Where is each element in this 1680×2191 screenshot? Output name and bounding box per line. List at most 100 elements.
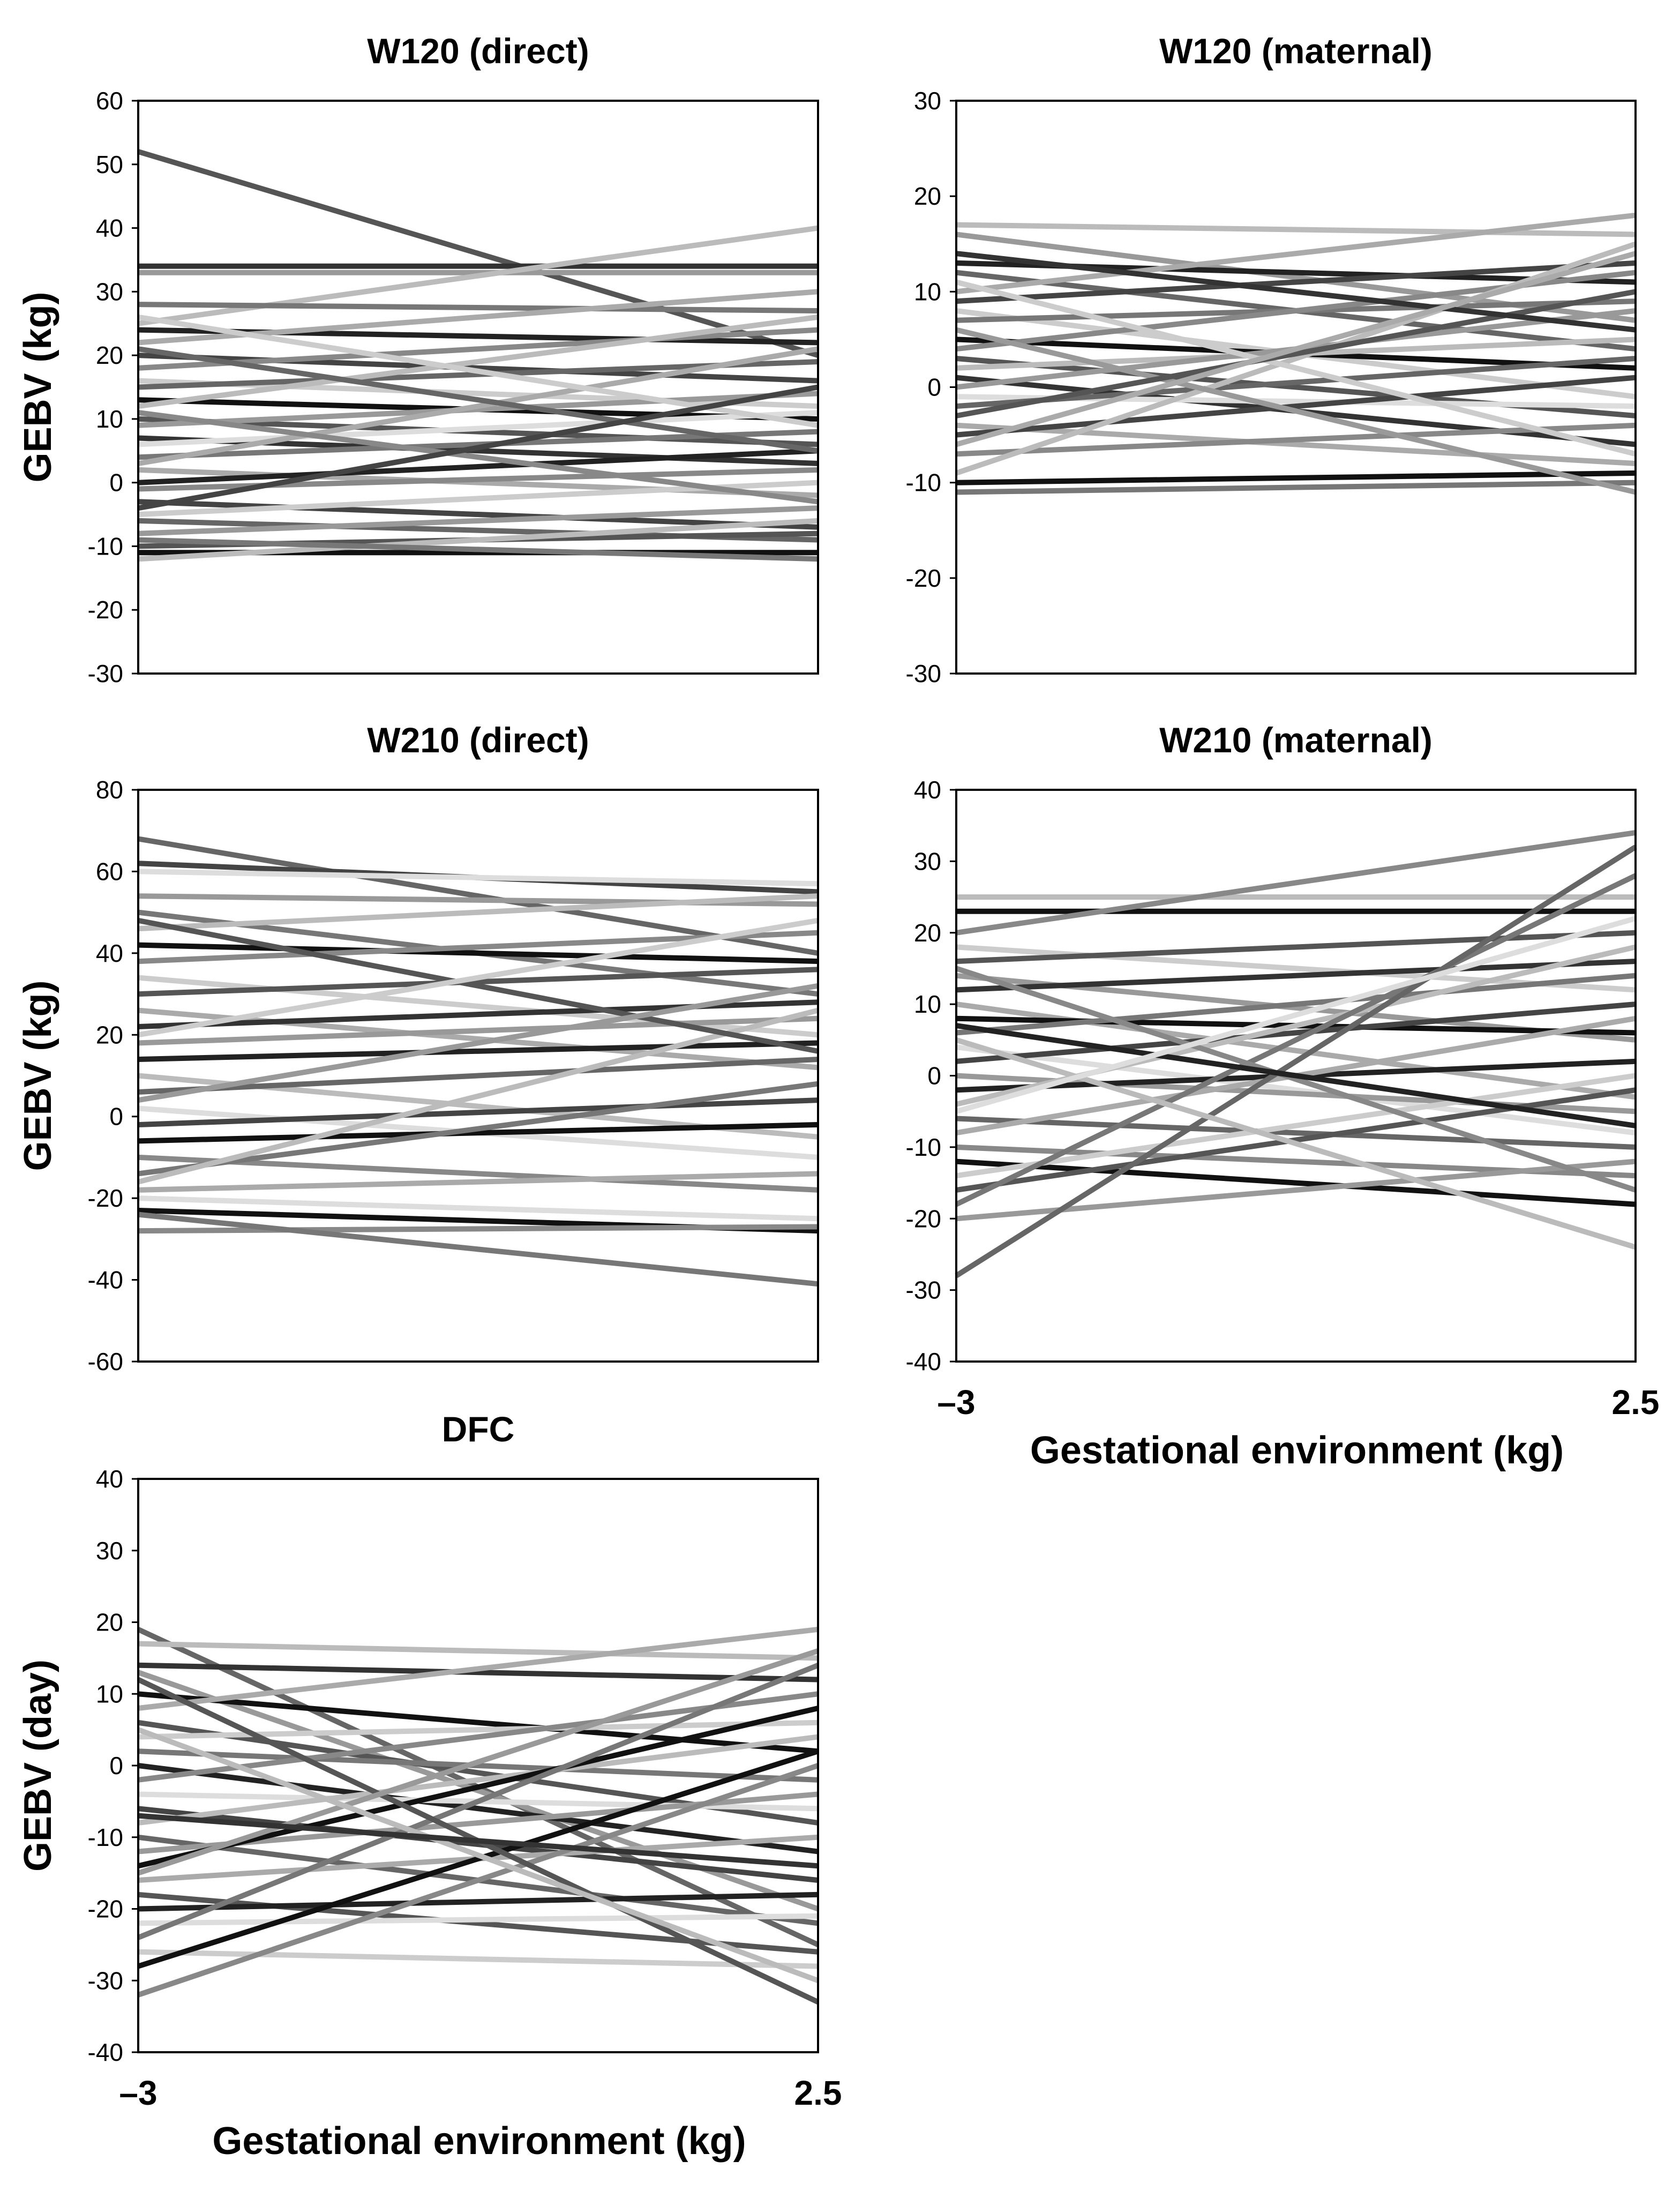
- y-tick-label: -10: [906, 469, 941, 497]
- x-axis-label: Gestational environment (kg): [212, 2120, 746, 2163]
- y-tick-label: 50: [96, 151, 123, 178]
- y-tick-label: -20: [906, 1205, 941, 1232]
- y-tick-label: -20: [88, 1895, 123, 1923]
- plot-frame: [137, 100, 819, 675]
- x-tick-label-start: –3: [937, 1383, 975, 1422]
- series-line-16: [956, 1116, 1636, 1150]
- y-tick-label: 20: [914, 182, 941, 210]
- chart-panel-4: 40 30 20 10 0 -10 -20 -30 -40 W210 (maternal) –3 2.…: [906, 720, 1660, 1472]
- series-line-1: [138, 836, 819, 956]
- series-line-7: [138, 942, 819, 964]
- y-tick-label: -40: [88, 1266, 123, 1294]
- series-line-9: [138, 327, 819, 371]
- series-line-3: [138, 869, 819, 887]
- series-line-28: [137, 1727, 819, 1983]
- series-line-29: [138, 537, 819, 562]
- series-group: [955, 830, 1637, 1278]
- series-line-5: [956, 930, 1636, 964]
- y-tick-label: 0: [927, 373, 941, 401]
- series-line-19: [956, 422, 1636, 457]
- chart-panel-2: 30 20 10 0 -10 -20 -30 W120 (maternal): [906, 31, 1637, 687]
- series-line-27: [955, 251, 1637, 447]
- series-line-21: [138, 1913, 819, 1926]
- series-line-7: [956, 959, 1636, 993]
- series-line-13: [138, 1806, 819, 1883]
- series-line-6: [138, 1626, 819, 1711]
- series-line-22: [955, 241, 1637, 476]
- series-line-23: [955, 327, 1637, 495]
- y-tick-label: -30: [906, 1276, 941, 1304]
- series-line-3: [956, 830, 1636, 936]
- series-line-24: [955, 279, 1637, 457]
- series-line-22: [138, 499, 819, 530]
- series-line-10: [138, 967, 819, 997]
- series-line-13: [138, 314, 819, 409]
- series-line-10: [956, 973, 1636, 1036]
- y-tick-label: 40: [96, 939, 123, 967]
- y-tick-label: 0: [109, 469, 123, 497]
- series-line-34: [138, 384, 819, 511]
- series-line-17: [956, 422, 1636, 466]
- series-line-19: [956, 1158, 1636, 1207]
- series-line-17: [138, 410, 819, 447]
- series-group: [137, 1626, 820, 2005]
- series-group: [137, 149, 819, 562]
- series-line-20: [138, 448, 819, 485]
- series-line-24: [137, 1748, 819, 1969]
- series-line-22: [138, 1171, 819, 1193]
- series-line-26: [955, 966, 1637, 1193]
- y-axis-label: GEBV (day): [17, 1659, 59, 1872]
- y-tick-label: 60: [96, 87, 123, 115]
- series-line-25: [137, 1763, 819, 1998]
- series-line-25: [956, 289, 1636, 418]
- series-line-11: [956, 1044, 1636, 1136]
- y-tick-label: -60: [88, 1348, 123, 1375]
- series-line-16: [138, 1057, 819, 1095]
- y-tick-label: 0: [109, 1752, 123, 1779]
- panels: 60 50 40 30 20 10 0 -10 -20 -30 W120 (direct) GEBV …: [17, 31, 1659, 2163]
- y-tick-label: 80: [96, 776, 123, 804]
- series-line-12: [956, 1001, 1636, 1064]
- y-tick-label: 30: [96, 278, 123, 305]
- y-axis-label: GEBV (kg): [17, 980, 59, 1171]
- series-line-3: [138, 1662, 819, 1682]
- series-line-17: [137, 1706, 819, 1869]
- x-axis-label: Gestational environment (kg): [1030, 1429, 1564, 1472]
- chart-title: W210 (maternal): [1159, 720, 1432, 760]
- chart-title: DFC: [442, 1409, 515, 1449]
- series-line-30: [138, 346, 819, 466]
- y-tick-label: 30: [914, 847, 941, 875]
- series-line-27: [956, 1023, 1636, 1128]
- y-tick-label: -30: [88, 660, 123, 687]
- series-line-13: [138, 1015, 819, 1046]
- y-tick-label: -20: [88, 596, 123, 624]
- series-line-14: [138, 416, 819, 447]
- y-tick-label: 0: [109, 1103, 123, 1131]
- series-line-14: [138, 1040, 819, 1062]
- series-line-20: [956, 470, 1636, 485]
- series-line-5: [956, 212, 1636, 295]
- y-tick-label: 20: [96, 341, 123, 369]
- y-tick-label: -10: [88, 1823, 123, 1851]
- series-line-22: [137, 1663, 819, 1940]
- y-tick-label: -20: [906, 564, 941, 592]
- chart-title: W210 (direct): [367, 720, 589, 760]
- series-line-16: [956, 356, 1636, 409]
- y-tick-label: 10: [914, 278, 941, 305]
- chart-panel-1: 60 50 40 30 20 10 0 -10 -20 -30 W120 (direct) GEBV …: [17, 31, 819, 687]
- series-line-26: [138, 1212, 819, 1287]
- series-line-25: [955, 1037, 1637, 1250]
- y-tick-label: -40: [88, 2038, 123, 2066]
- chart-panel-5: 40 30 20 10 0 -10 -20 -30 -40 DFC GEBV (day) –3 2.5 G…: [17, 1409, 842, 2163]
- series-line-23: [956, 1158, 1636, 1222]
- x-tick-label-start: –3: [119, 2074, 157, 2112]
- series-group: [955, 212, 1637, 495]
- y-tick-label: 20: [914, 919, 941, 947]
- y-tick-label: 20: [96, 1021, 123, 1049]
- series-line-23: [138, 1195, 819, 1222]
- series-line-15: [138, 391, 819, 428]
- series-line-19: [138, 467, 819, 498]
- y-tick-label: 30: [96, 1537, 123, 1565]
- y-tick-label: 40: [96, 214, 123, 242]
